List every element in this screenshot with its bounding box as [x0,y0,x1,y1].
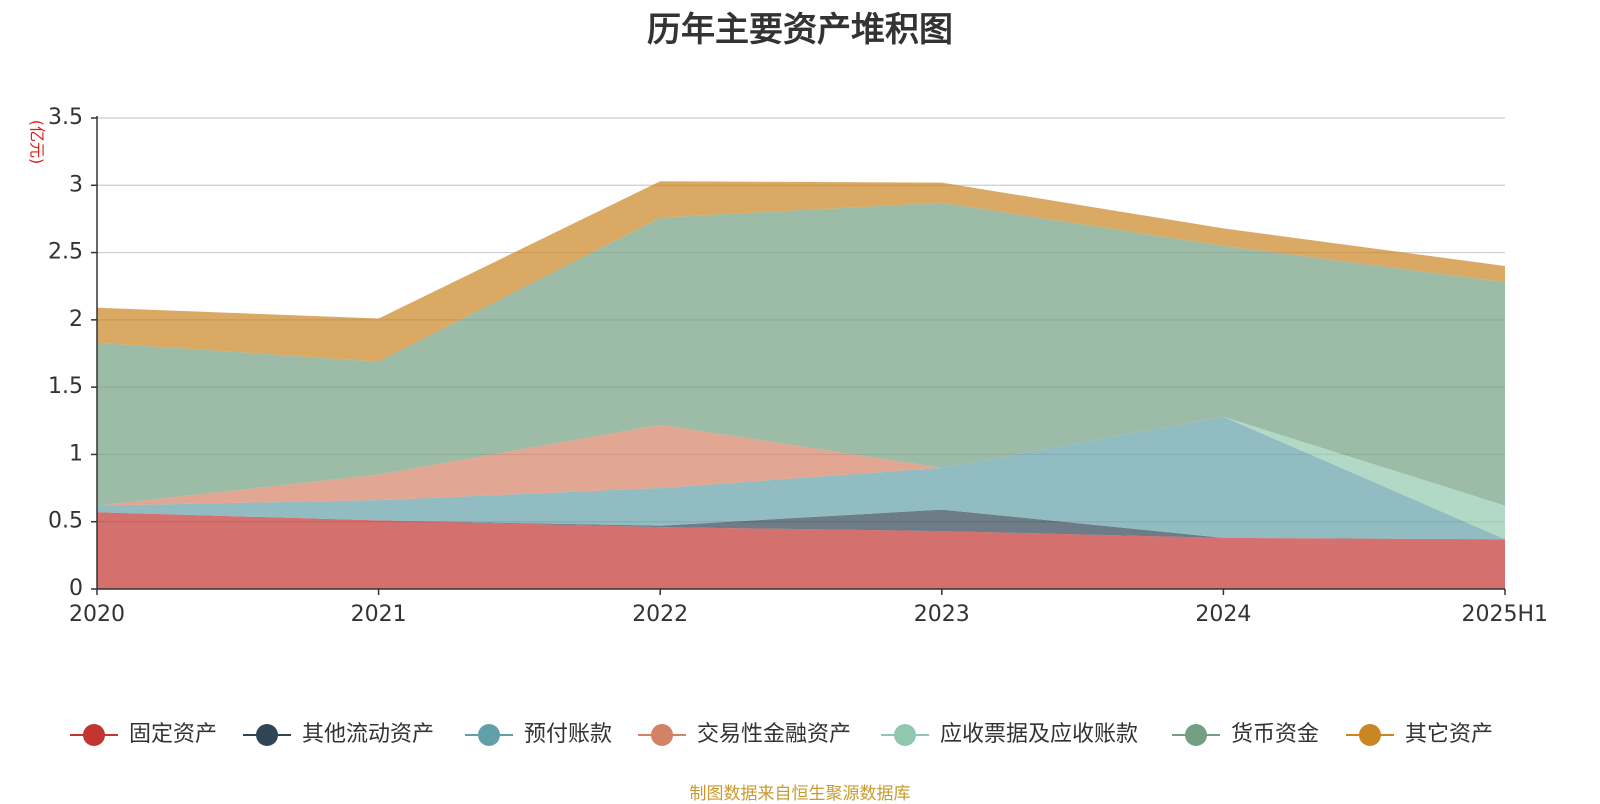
area-series-7 [97,181,1505,362]
x-tick-label: 2022 [632,602,688,627]
legend-label: 交易性金融资产 [697,722,851,747]
y-tick-label: 0.5 [48,509,83,534]
legend: 固定资产 其他流动资产 预付账款 交易性金融资产 应收票据及应收账款 货币资金 其它资产 [70,722,1493,747]
legend-item-3[interactable]: 预付账款 [465,722,612,747]
area-series-6 [97,202,1505,506]
y-tick-label: 2.5 [48,240,83,265]
legend-marker [1359,724,1381,746]
area-series-2 [97,509,1505,540]
x-tick-label: 2024 [1195,602,1251,627]
x-tick-label: 2020 [69,602,125,627]
x-tick-label: 2025H1 [1461,602,1548,627]
legend-marker [1185,724,1207,746]
legend-label: 货币资金 [1231,722,1319,747]
legend-marker [83,724,105,746]
x-tick-labels: 2020 2021 2022 2023 2024 2025H1 [69,589,1548,627]
y-tick-label: 1 [69,441,83,466]
legend-marker [651,724,673,746]
legend-marker [256,724,278,746]
legend-item-6[interactable]: 货币资金 [1172,722,1319,747]
legend-label: 其它资产 [1405,722,1493,747]
legend-marker [478,724,500,746]
data-source-note: 制图数据来自恒生聚源数据库 [689,784,911,804]
y-tick-labels: 0 0.5 1 1.5 2 2.5 3 3.5 [48,105,97,601]
y-tick-label: 0 [69,576,83,601]
legend-label: 预付账款 [524,722,612,747]
chart-title: 历年主要资产堆积图 [647,10,953,50]
legend-item-1[interactable]: 固定资产 [70,722,217,747]
legend-label: 应收票据及应收账款 [940,722,1138,747]
area-layers [97,181,1505,589]
legend-item-2[interactable]: 其他流动资产 [243,722,434,747]
x-tick-label: 2021 [351,602,407,627]
y-tick-label: 2 [69,307,83,332]
y-tick-label: 3.5 [48,105,83,130]
x-tick-label: 2023 [914,602,970,627]
legend-item-4[interactable]: 交易性金融资产 [638,722,851,747]
axes [96,116,1505,590]
legend-label: 其他流动资产 [302,722,434,747]
legend-marker [894,724,916,746]
y-tick-label: 1.5 [48,374,83,399]
legend-label: 固定资产 [129,722,217,747]
legend-item-5[interactable]: 应收票据及应收账款 [881,722,1138,747]
area-series-1 [97,512,1505,589]
area-series-4 [97,416,1505,540]
y-tick-label: 3 [69,172,83,197]
y-axis-unit-label: (亿元) [28,120,47,165]
legend-item-7[interactable]: 其它资产 [1346,722,1493,747]
